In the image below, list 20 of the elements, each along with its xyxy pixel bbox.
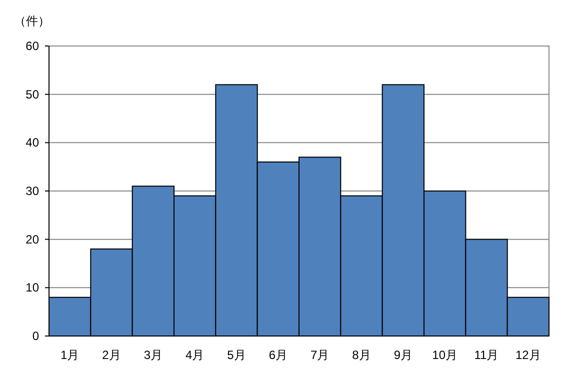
x-tick-label: 8月 <box>352 348 371 362</box>
x-tick-label: 2月 <box>102 348 121 362</box>
y-tick-label: 40 <box>26 136 40 150</box>
y-tick-label: 0 <box>32 329 40 343</box>
y-axis-title: （件） <box>14 14 50 28</box>
x-tick-label: 6月 <box>268 348 288 362</box>
y-tick-label: 20 <box>26 232 40 246</box>
x-tick-label: 1月 <box>60 348 80 362</box>
x-tick-label: 4月 <box>185 348 204 362</box>
y-tick-label: 60 <box>26 39 40 53</box>
y-tick-label: 30 <box>26 184 40 198</box>
x-tick-label: 11月 <box>474 348 499 362</box>
y-tick-label: 50 <box>26 87 40 102</box>
y-tick-label: 10 <box>26 280 40 295</box>
x-tick-label: 10月 <box>432 348 458 362</box>
x-tick-label: 7月 <box>310 348 330 362</box>
x-tick-label: 3月 <box>144 348 163 362</box>
x-tick-label: 5月 <box>227 348 246 362</box>
x-tick-label: 9月 <box>394 348 413 362</box>
x-tick-label: 12月 <box>515 348 541 362</box>
